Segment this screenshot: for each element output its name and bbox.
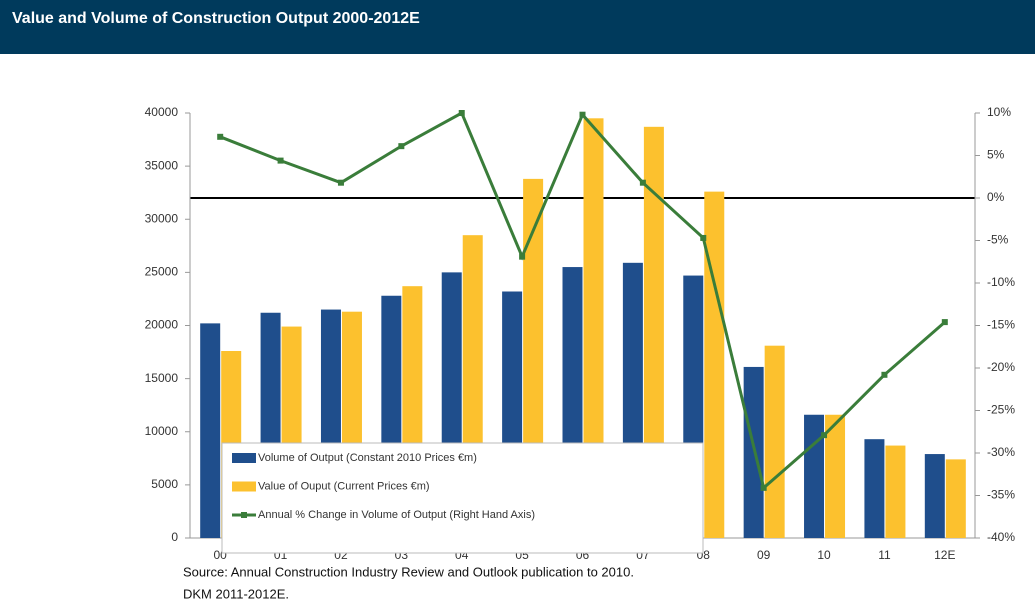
marker (700, 234, 707, 241)
marker (579, 111, 586, 118)
y2-tick-label: -10% (987, 275, 1015, 289)
legend-label: Value of Ouput (Current Prices €m) (258, 480, 430, 492)
legend-label: Annual % Change in Volume of Output (Rig… (258, 509, 535, 521)
y2-tick-label: -15% (987, 318, 1015, 332)
marker (821, 432, 828, 439)
marker (217, 133, 224, 140)
y2-tick-label: -5% (987, 233, 1009, 247)
marker (277, 157, 284, 164)
marker (337, 179, 344, 186)
legend-swatch (232, 481, 256, 492)
bar (704, 191, 725, 538)
legend-swatch (232, 453, 256, 463)
bar (804, 414, 825, 538)
marker (519, 253, 526, 260)
y2-tick-label: -40% (987, 530, 1015, 544)
bar (945, 459, 966, 538)
y-tick-label: 30000 (145, 211, 179, 225)
source-note: Source: Annual Construction Industry Rev… (183, 564, 634, 579)
bar (924, 454, 945, 538)
marker (458, 110, 465, 116)
x-tick-label: 09 (757, 548, 771, 562)
y-tick-label: 15000 (145, 371, 179, 385)
y2-tick-label: 10% (987, 105, 1011, 119)
y-tick-label: 20000 (145, 318, 179, 332)
spacer (1, 54, 2, 55)
marker (881, 371, 888, 378)
y2-tick-label: -25% (987, 403, 1015, 417)
y-tick-label: 40000 (145, 105, 179, 119)
bar (885, 445, 906, 538)
y2-tick-label: -20% (987, 360, 1015, 374)
banner: Value and Volume of Construction Output … (0, 0, 1035, 54)
chart-title: Value and Volume of Construction Output … (12, 10, 420, 27)
x-tick-label: 11 (878, 548, 891, 562)
bar (643, 126, 664, 538)
source-note: DKM 2011-2012E. (183, 586, 289, 601)
x-tick-label: 12E (934, 548, 955, 562)
legend-label: Volume of Output (Constant 2010 Prices €… (258, 452, 477, 464)
x-tick-label: 10 (817, 548, 831, 562)
bar (764, 345, 785, 538)
marker (398, 143, 405, 150)
y-tick-label: 5000 (151, 477, 178, 491)
legend (221, 442, 704, 554)
y2-tick-label: -35% (987, 488, 1015, 502)
marker (639, 179, 646, 186)
y2-tick-label: -30% (987, 445, 1015, 459)
bar (864, 439, 885, 538)
y2-tick-label: 5% (987, 148, 1005, 162)
y2-tick-label: 0% (987, 190, 1005, 204)
bar (200, 323, 221, 538)
marker (941, 319, 948, 326)
y-tick-label: 0 (171, 530, 178, 544)
marker (760, 484, 767, 491)
legend-swatch (241, 512, 247, 518)
y-tick-label: 35000 (145, 158, 179, 172)
y-tick-label: 25000 (145, 265, 179, 279)
bar (583, 118, 604, 538)
y-tick-label: 10000 (145, 424, 179, 438)
bar (825, 414, 846, 538)
